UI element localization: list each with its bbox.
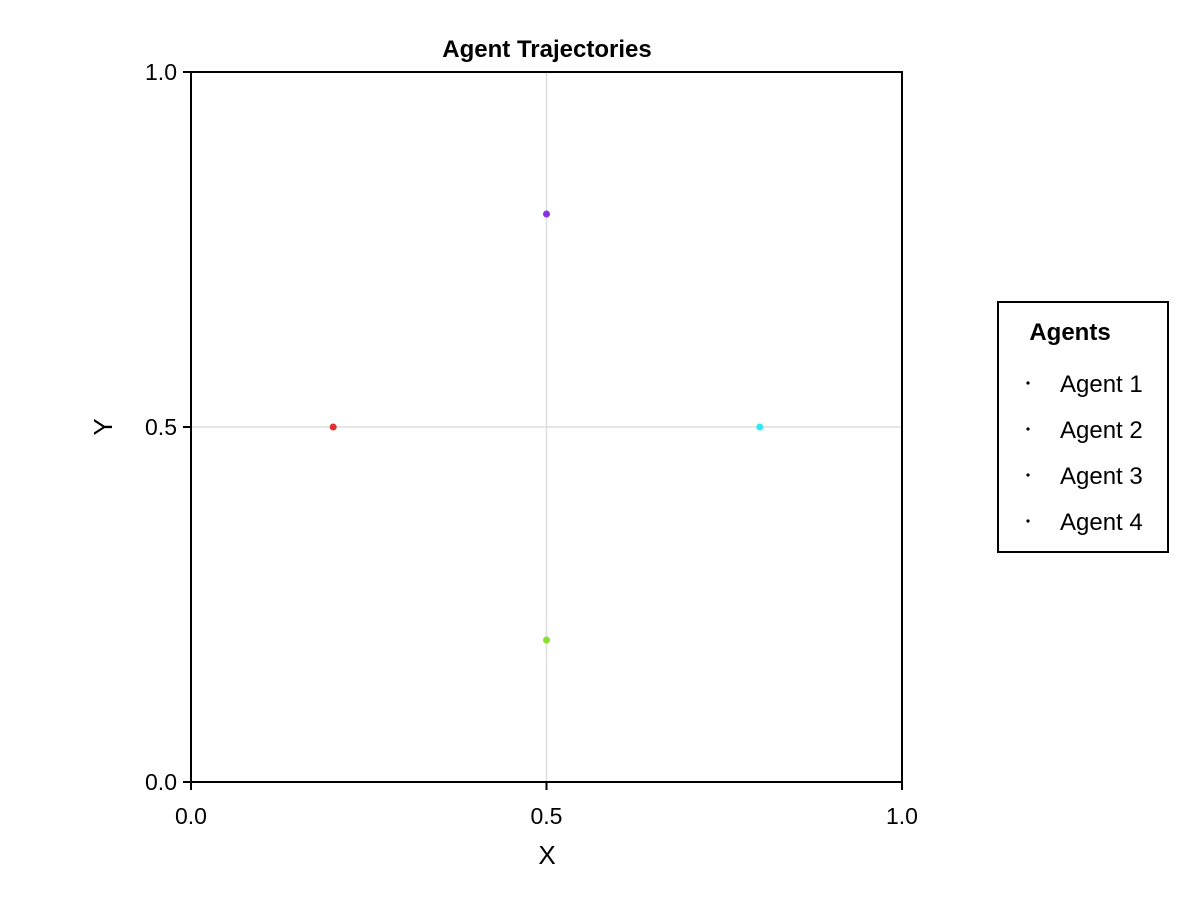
- y-tick-label: 0.0: [145, 769, 177, 795]
- x-tick-label: 0.0: [175, 803, 207, 829]
- legend-label-agent-4: Agent 4: [1060, 509, 1143, 536]
- legend-marker-agent-3: [1026, 473, 1030, 477]
- grid: [190, 71, 903, 783]
- x-tick-label: 0.5: [531, 803, 563, 829]
- agent-4-point: [543, 210, 550, 218]
- y-tick-label: 1.0: [145, 59, 177, 85]
- x-tick-label: 1.0: [886, 803, 918, 829]
- y-axis-label: Y: [88, 418, 118, 435]
- chart-title: Agent Trajectories: [442, 36, 651, 63]
- legend: Agents Agent 1 Agent 2 Agent 3 Agent 4: [997, 301, 1169, 553]
- x-axis-label: X: [538, 840, 555, 870]
- legend-marker-agent-4: [1026, 519, 1030, 523]
- legend-box: [997, 301, 1169, 553]
- agent-1-point: [329, 423, 337, 431]
- ticks: 0.0 0.5 1.0 0.0 0.5 1.0: [145, 59, 918, 829]
- legend-items: Agent 1 Agent 2 Agent 3 Agent 4: [1026, 371, 1143, 536]
- legend-title: Agents: [1029, 319, 1110, 346]
- agent-2-point: [543, 636, 550, 644]
- legend-label-agent-2: Agent 2: [1060, 417, 1143, 444]
- agent-3-point: [756, 423, 764, 431]
- points: [329, 210, 764, 644]
- legend-marker-agent-2: [1026, 427, 1030, 431]
- legend-marker-agent-1: [1026, 381, 1030, 385]
- legend-label-agent-3: Agent 3: [1060, 463, 1143, 490]
- legend-label-agent-1: Agent 1: [1060, 371, 1143, 398]
- y-tick-label: 0.5: [145, 414, 177, 440]
